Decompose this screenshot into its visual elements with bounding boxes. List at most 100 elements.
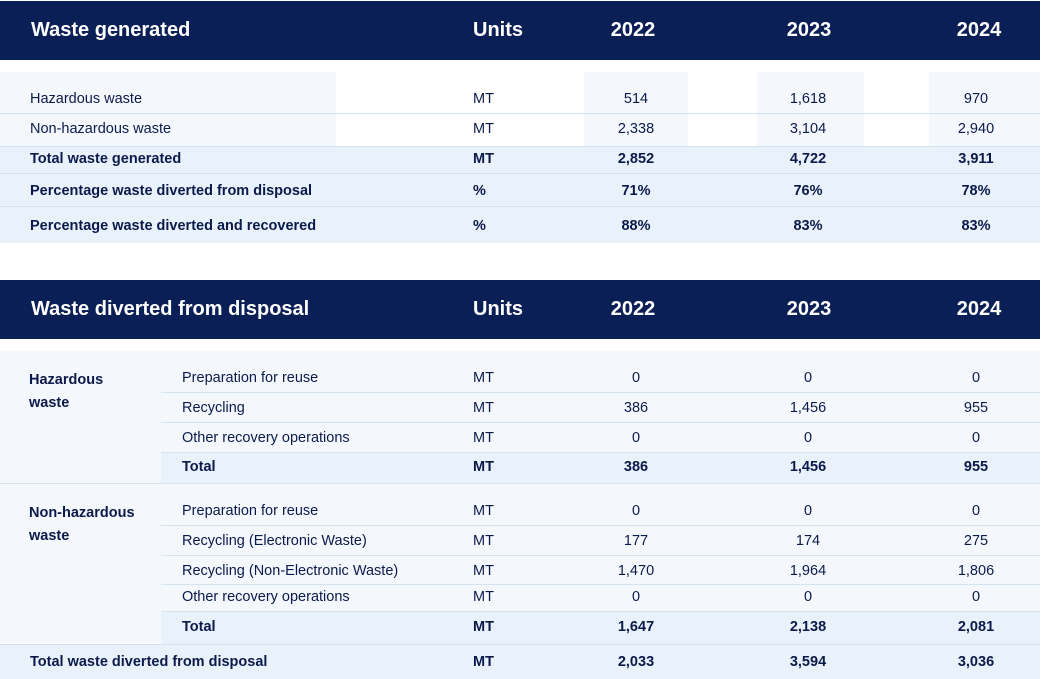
table2-row-value: 1,456: [789, 400, 827, 416]
table1-row-label: Hazardous waste: [30, 91, 143, 107]
row-shade: [0, 72, 336, 146]
table2-total-row-value: 2,033: [617, 654, 655, 670]
group-shade: [0, 351, 1040, 643]
row-divider: [0, 206, 1040, 207]
table1-row-value: 78%: [961, 183, 991, 199]
table1-col-header: 2024: [956, 19, 1002, 41]
row-divider: [161, 392, 1040, 393]
table2-row-value: 1,647: [617, 619, 655, 635]
table2-title: Waste diverted from disposal: [31, 298, 310, 320]
table2-col-header: 2023: [786, 298, 832, 320]
col-shade: [584, 72, 688, 146]
table2-total-row-value: 3,036: [957, 654, 995, 670]
table2-row-unit: MT: [473, 430, 494, 446]
table2-row-label: Total: [182, 459, 216, 475]
table1-row-unit: %: [473, 183, 486, 199]
table2-row-value: 1,806: [957, 563, 995, 579]
table1-row-value: 2,338: [617, 121, 655, 137]
table2-row-value: 1,456: [789, 459, 827, 475]
table1-row-unit: %: [473, 218, 486, 234]
table2-row-value: 386: [623, 459, 649, 475]
table2-total-row-label: Total waste diverted from disposal: [30, 654, 268, 670]
table2-row-value: 0: [971, 503, 981, 519]
table2-row-value: 0: [971, 430, 981, 446]
table2-row-value: 0: [803, 430, 813, 446]
row-divider: [161, 422, 1040, 423]
table2-row-value: 0: [971, 370, 981, 386]
table2-total-row-value: 3,594: [789, 654, 827, 670]
group-divider: [0, 483, 1040, 484]
table2-row-unit: MT: [473, 503, 494, 519]
table2-row-value: 0: [631, 370, 641, 386]
table2-row-unit: MT: [473, 563, 494, 579]
table2-row-unit: MT: [473, 533, 494, 549]
table2-header: Waste diverted from disposal Units 2022 202…: [0, 280, 1040, 339]
table1-row-value: 970: [963, 91, 989, 107]
table1-row-label: Non-hazardous waste: [30, 121, 172, 137]
group-label: Hazardous waste: [29, 372, 104, 411]
table1-row-unit: MT: [473, 91, 494, 107]
table2-row-value: 0: [631, 589, 641, 605]
table1-col-header: 2023: [786, 19, 832, 41]
table1-row-unit: MT: [473, 121, 494, 137]
table2-row-value: 955: [963, 459, 989, 475]
table2-row-value: 0: [803, 503, 813, 519]
subtotal-shade: [161, 452, 1040, 483]
table1-row-value: 1,618: [789, 91, 827, 107]
table2-row-label: Total: [182, 619, 216, 635]
table2-row-label: Other recovery operations: [182, 430, 350, 446]
table1-row-value: 71%: [621, 183, 651, 199]
table2-row-value: 0: [971, 589, 981, 605]
table2-row-label: Other recovery operations: [182, 589, 350, 605]
table2-row-value: 177: [623, 533, 649, 549]
row-divider: [0, 644, 1040, 645]
table2-row-value: 174: [795, 533, 821, 549]
row-divider: [161, 611, 1040, 612]
table2-row-value: 275: [963, 533, 989, 549]
table2-row-label: Recycling (Electronic Waste): [182, 533, 367, 549]
row-divider: [0, 113, 1040, 114]
table2-row-unit: MT: [473, 619, 494, 635]
table2-row-value: 2,081: [957, 619, 995, 635]
table2-row-value: 386: [623, 400, 649, 416]
row-divider: [0, 146, 1040, 147]
table1-title: Waste generated: [31, 19, 191, 41]
table2-row-unit: MT: [473, 400, 494, 416]
col-shade: [929, 72, 1040, 146]
table2-row-label: Preparation for reuse: [182, 370, 319, 386]
group-label: Non-hazardous waste: [29, 505, 135, 544]
table2-row-unit: MT: [473, 370, 494, 386]
table2-row-value: 0: [803, 370, 813, 386]
table2-total-row-unit: MT: [473, 654, 494, 670]
table1-row-value: 76%: [793, 183, 823, 199]
table2-row-value: 1,470: [617, 563, 655, 579]
table1-row-value: 2,940: [957, 121, 995, 137]
table2-row-value: 2,138: [789, 619, 827, 635]
table1-row-value: 2,852: [617, 151, 655, 167]
table2-row-label: Recycling: [182, 400, 245, 416]
table2-row-unit: MT: [473, 459, 494, 475]
table2-row-value: 0: [631, 503, 641, 519]
table2-row-unit: MT: [473, 589, 494, 605]
row-divider: [161, 452, 1040, 453]
table1-row-value: 88%: [621, 218, 651, 234]
table2-row-value: 0: [803, 589, 813, 605]
table1-row-value: 3,104: [789, 121, 827, 137]
table2-row-value: 955: [963, 400, 989, 416]
row-divider: [161, 555, 1040, 556]
total-shade: [0, 146, 1040, 243]
table2-row-value: 0: [631, 430, 641, 446]
table1-row-value: 3,911: [958, 151, 994, 167]
table1-row-label: Total waste generated: [30, 151, 182, 167]
col-shade: [757, 72, 864, 146]
table2-col-header: 2024: [956, 298, 1002, 320]
grand-total-shade: [0, 644, 1040, 679]
table1-col-header: Units: [473, 19, 523, 41]
row-divider: [0, 173, 1040, 174]
table1-header: Waste generated Units 2022 2023 2024: [0, 1, 1040, 60]
table1-col-header: 2022: [610, 19, 656, 41]
table1-row-value: 83%: [793, 218, 823, 234]
table2-col-header: Units: [473, 298, 523, 320]
table1-row-label: Percentage waste diverted from disposal: [30, 183, 313, 199]
table2-row-value: 1,964: [789, 563, 827, 579]
